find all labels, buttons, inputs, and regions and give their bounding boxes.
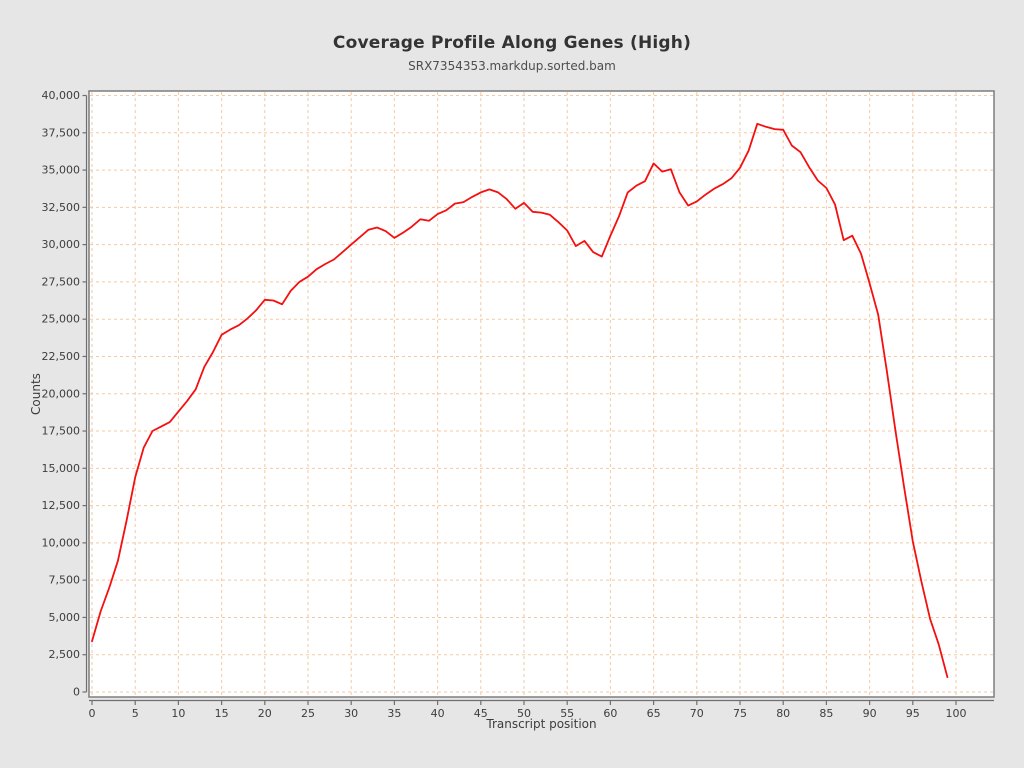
svg-text:20: 20	[258, 707, 272, 720]
svg-text:10,000: 10,000	[42, 536, 81, 549]
svg-text:5: 5	[132, 707, 139, 720]
svg-text:35: 35	[387, 707, 401, 720]
svg-text:25,000: 25,000	[42, 313, 81, 326]
svg-text:32,500: 32,500	[42, 201, 81, 214]
svg-text:22,500: 22,500	[42, 350, 81, 363]
gridlines	[90, 92, 993, 696]
svg-text:7,500: 7,500	[49, 574, 81, 587]
svg-text:27,500: 27,500	[42, 275, 81, 288]
svg-text:5,000: 5,000	[49, 611, 81, 624]
svg-text:30: 30	[344, 707, 358, 720]
svg-text:17,500: 17,500	[42, 425, 81, 438]
svg-text:90: 90	[863, 707, 877, 720]
svg-text:70: 70	[690, 707, 704, 720]
svg-text:0: 0	[89, 707, 96, 720]
x-axis-label: Transcript position	[485, 717, 596, 731]
svg-text:40,000: 40,000	[42, 89, 81, 102]
svg-text:60: 60	[603, 707, 617, 720]
y-axis-label: Counts	[29, 373, 43, 415]
svg-text:12,500: 12,500	[42, 499, 81, 512]
svg-text:65: 65	[647, 707, 661, 720]
svg-text:25: 25	[301, 707, 315, 720]
y-tick-labels: 0 2,500 5,000 7,500 10,000 12,500 15,000 17,500…	[42, 89, 81, 699]
svg-text:30,000: 30,000	[42, 238, 81, 251]
chart-subtitle: SRX7354353.markdup.sorted.bam	[408, 59, 616, 73]
svg-text:35,000: 35,000	[42, 164, 81, 177]
svg-text:50: 50	[517, 707, 531, 720]
svg-text:15: 15	[215, 707, 229, 720]
x-tick-labels: 0 5 10 15 20 25 30 35 40 45 50 55 60 65 70 75 80 85 90 95 10…	[89, 707, 967, 720]
svg-text:40: 40	[431, 707, 445, 720]
svg-text:85: 85	[819, 707, 833, 720]
svg-text:2,500: 2,500	[49, 648, 81, 661]
svg-text:10: 10	[171, 707, 185, 720]
coverage-line-series	[91, 122, 949, 678]
chart-title: Coverage Profile Along Genes (High)	[332, 33, 692, 53]
svg-text:0: 0	[73, 686, 80, 699]
svg-text:37,500: 37,500	[42, 126, 81, 139]
svg-text:100: 100	[946, 707, 967, 720]
svg-text:75: 75	[733, 707, 747, 720]
axes	[82, 94, 994, 705]
svg-text:80: 80	[776, 707, 790, 720]
svg-text:95: 95	[906, 707, 920, 720]
svg-text:15,000: 15,000	[42, 462, 81, 475]
svg-text:45: 45	[474, 707, 488, 720]
svg-text:55: 55	[560, 707, 574, 720]
svg-text:20,000: 20,000	[42, 387, 81, 400]
